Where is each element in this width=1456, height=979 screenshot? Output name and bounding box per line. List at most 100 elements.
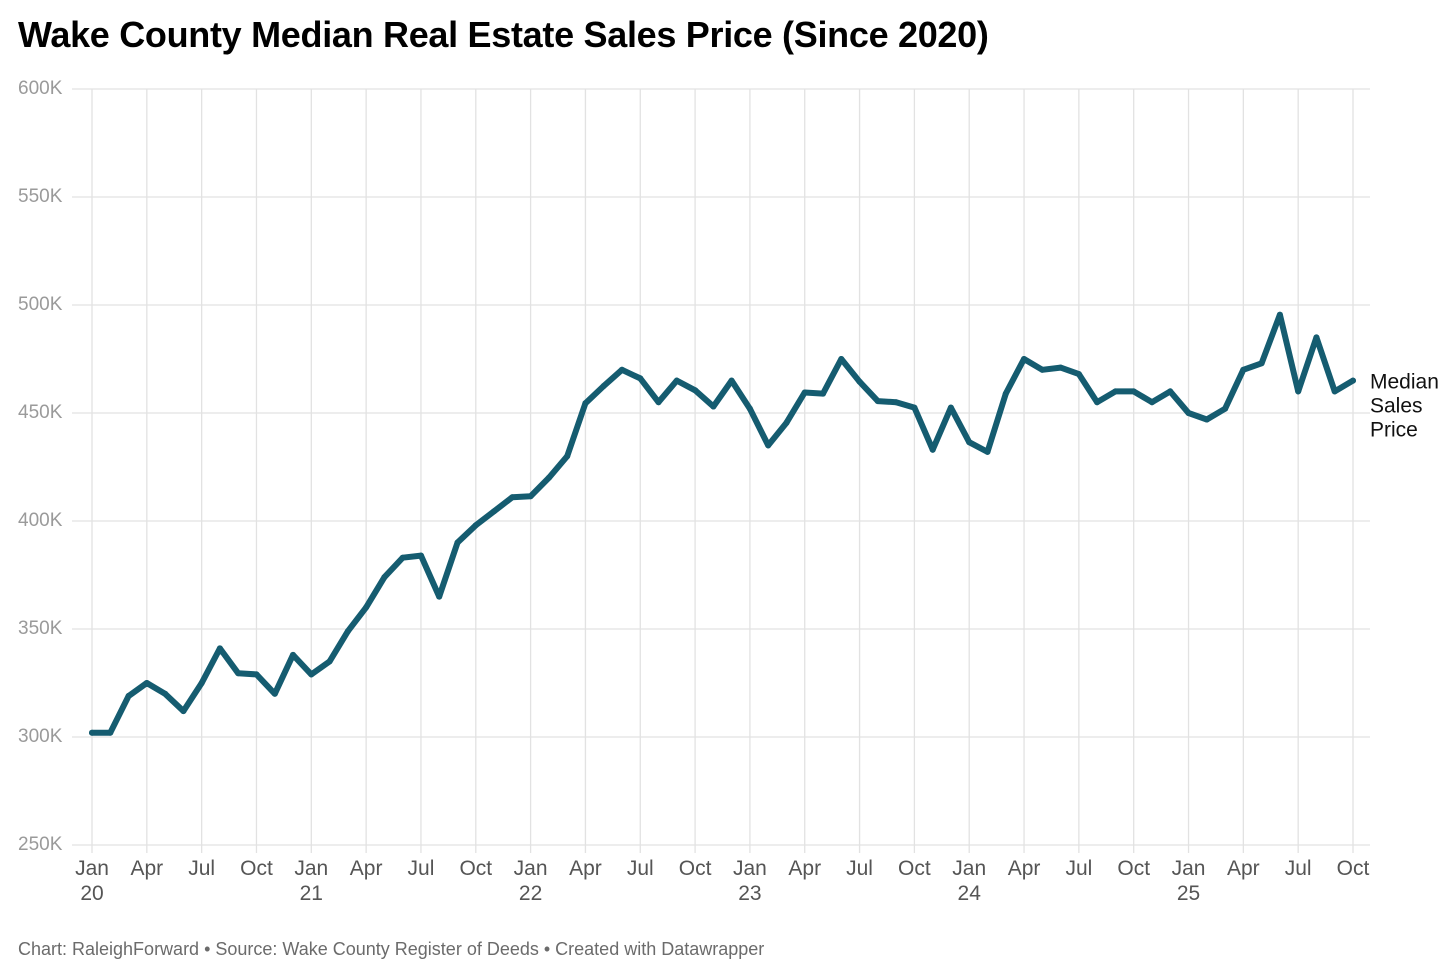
- x-tick-label: Apr: [130, 857, 163, 880]
- x-tick-label: Jul: [188, 857, 215, 880]
- data-point: [1313, 334, 1320, 341]
- data-point: [418, 552, 424, 559]
- x-tick-label: Oct: [679, 857, 712, 880]
- data-point: [308, 671, 315, 678]
- data-point: [783, 419, 790, 426]
- data-point: [235, 670, 242, 677]
- x-tick-year-label: 25: [1177, 882, 1200, 905]
- data-point: [673, 377, 680, 384]
- data-point: [271, 690, 278, 697]
- data-point: [527, 493, 534, 500]
- data-point: [1039, 366, 1046, 373]
- data-point: [454, 539, 461, 546]
- chart-title: Wake County Median Real Estate Sales Pri…: [18, 14, 989, 55]
- data-point: [637, 375, 644, 382]
- x-tick-year-label: 23: [738, 882, 761, 905]
- data-point: [363, 604, 370, 611]
- series-layer: [89, 311, 1356, 736]
- x-tick-year-label: 21: [300, 882, 323, 905]
- x-tick-label: Jan: [1172, 857, 1206, 880]
- data-point: [107, 729, 114, 736]
- x-tick-year-label: 24: [958, 882, 982, 905]
- y-tick-label: 500K: [18, 294, 63, 315]
- x-tick-year-label: 20: [80, 882, 103, 905]
- x-tick-label: Jan: [952, 857, 986, 880]
- chart-footer: Chart: RaleighForward • Source: Wake Cou…: [18, 939, 765, 959]
- x-tick-label: Jul: [408, 857, 435, 880]
- data-point: [856, 378, 863, 385]
- x-tick-year-label: 22: [519, 882, 542, 905]
- data-point: [399, 554, 406, 561]
- data-point: [1021, 356, 1027, 362]
- y-axis-labels: 250K 300K 350K 400K 450K 500K 550K 600K: [18, 78, 63, 855]
- data-point: [162, 690, 169, 697]
- x-tick-label: Oct: [1337, 857, 1370, 880]
- data-point: [180, 708, 187, 715]
- series-line: [89, 311, 1356, 736]
- data-point: [692, 387, 699, 394]
- y-tick-label: 350K: [18, 618, 63, 639]
- x-tick-label: Jan: [294, 857, 328, 880]
- data-point: [801, 389, 808, 396]
- data-point: [820, 390, 826, 397]
- data-point: [893, 399, 900, 406]
- series-label-line: Median: [1370, 371, 1439, 394]
- x-tick-label: Apr: [350, 857, 383, 880]
- data-point: [491, 508, 498, 515]
- data-point: [874, 398, 881, 405]
- data-point: [545, 474, 552, 481]
- data-point: [216, 645, 223, 652]
- y-tick-label: 450K: [18, 402, 63, 423]
- x-tick-label: Apr: [1008, 857, 1041, 880]
- data-point: [1094, 399, 1101, 406]
- x-tick-label: Apr: [569, 857, 602, 880]
- data-point: [619, 366, 625, 373]
- data-point: [1130, 388, 1137, 395]
- x-tick-label: Oct: [459, 857, 492, 880]
- data-point: [600, 383, 607, 389]
- x-tick-label: Jan: [733, 857, 767, 880]
- data-point: [125, 693, 132, 699]
- data-point: [1185, 410, 1192, 416]
- data-point: [1276, 311, 1283, 318]
- data-point: [253, 671, 260, 678]
- data-point: [198, 680, 205, 686]
- data-point: [472, 522, 479, 529]
- data-point: [344, 628, 351, 635]
- data-point: [1002, 390, 1009, 397]
- x-tick-label: Apr: [788, 857, 821, 880]
- data-point: [1057, 364, 1064, 371]
- x-tick-label: Jul: [846, 857, 873, 880]
- data-point: [89, 729, 95, 736]
- x-tick-label: Jul: [1065, 857, 1092, 880]
- data-point: [381, 574, 388, 581]
- x-gridlines: [91, 89, 1354, 853]
- data-point: [1075, 371, 1082, 378]
- data-point: [582, 400, 589, 407]
- data-point: [1240, 366, 1247, 373]
- y-gridlines: [72, 88, 1370, 846]
- data-point: [728, 377, 735, 384]
- data-point: [966, 439, 973, 446]
- series-label-line: Price: [1370, 419, 1418, 442]
- data-point: [1295, 388, 1302, 395]
- data-point: [564, 453, 571, 460]
- data-point: [326, 658, 333, 665]
- x-tick-label: Jan: [514, 857, 548, 880]
- x-tick-label: Oct: [240, 857, 273, 880]
- data-point: [1203, 416, 1210, 423]
- data-point: [929, 446, 936, 453]
- y-tick-label: 250K: [18, 834, 63, 855]
- data-point: [509, 494, 516, 501]
- y-tick-label: 550K: [18, 186, 63, 207]
- data-point: [1222, 405, 1229, 412]
- data-point: [1258, 360, 1265, 367]
- x-tick-label: Oct: [898, 857, 931, 880]
- data-point: [1331, 388, 1338, 395]
- x-tick-label: Jul: [1285, 857, 1312, 880]
- x-tick-label: Oct: [1117, 857, 1150, 880]
- data-point: [1167, 388, 1174, 395]
